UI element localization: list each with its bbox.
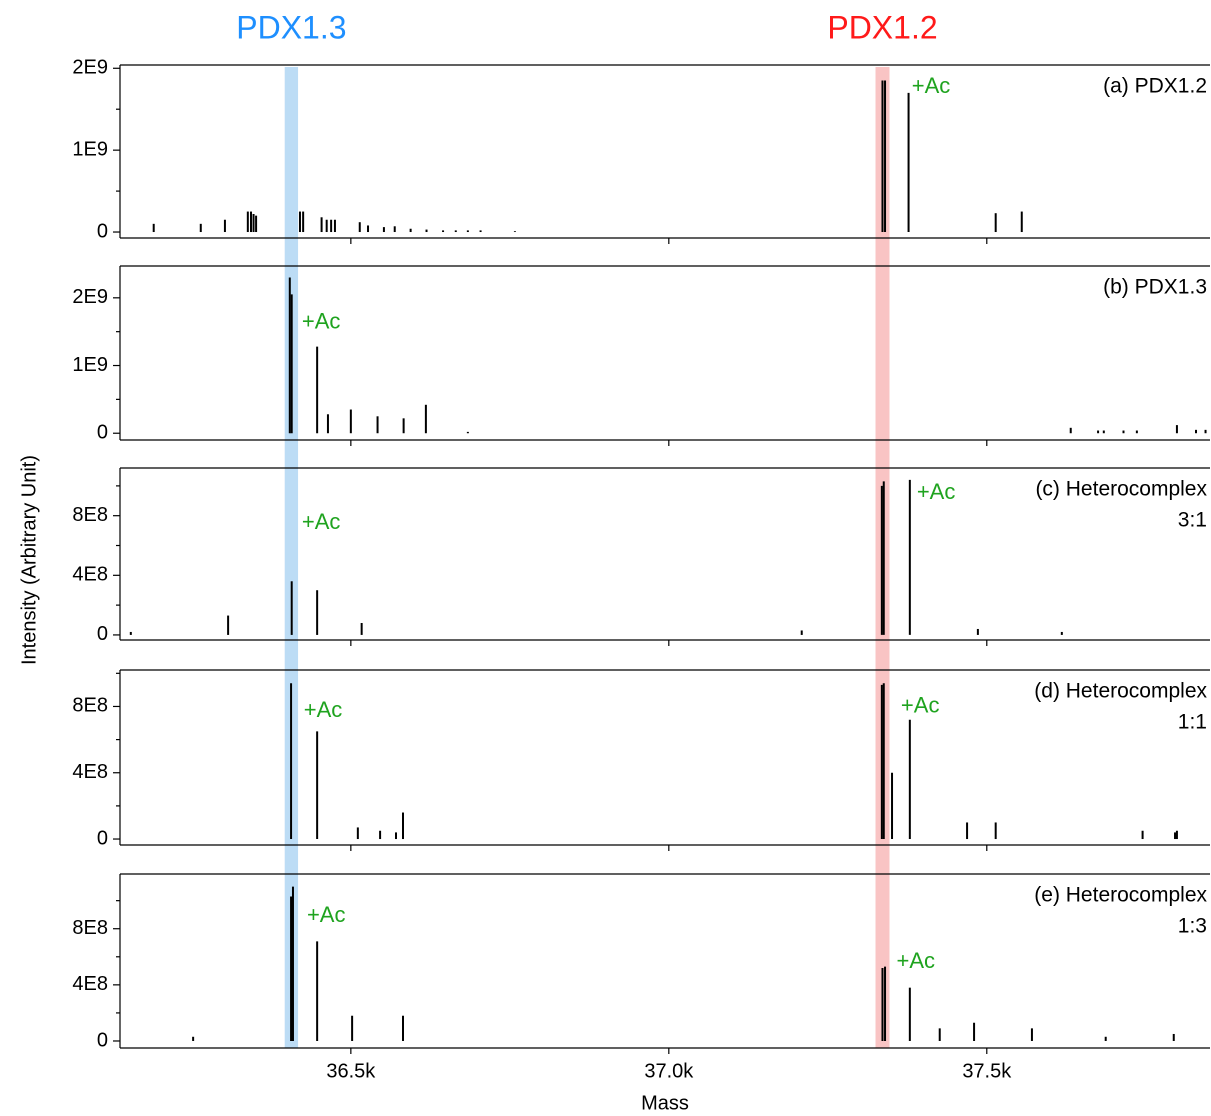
y-axis-label: Intensity (Arbitrary Unit) <box>18 455 40 665</box>
y-tick-label: 4E8 <box>72 761 108 783</box>
y-tick-label: 8E8 <box>72 695 108 717</box>
y-tick-label: 0 <box>97 1029 108 1051</box>
y-tick-label: 1E9 <box>72 354 108 376</box>
y-tick-label: 2E9 <box>72 286 108 308</box>
y-tick-label: 8E8 <box>72 504 108 526</box>
panel-label: 3:1 <box>1178 509 1207 532</box>
annotation: +Ac <box>304 697 343 722</box>
highlight-band <box>284 67 299 1048</box>
x-tick-label: 37.0k <box>644 1060 694 1082</box>
y-tick-label: 1E9 <box>72 138 108 160</box>
panel-label: (e) Heterocomplex <box>1034 884 1207 907</box>
panel-label: (b) PDX1.3 <box>1103 276 1207 299</box>
y-tick-label: 0 <box>97 422 108 444</box>
panel-label: (c) Heterocomplex <box>1035 478 1207 501</box>
y-tick-label: 4E8 <box>72 973 108 995</box>
annotation: +Ac <box>901 692 940 717</box>
y-tick-label: 0 <box>97 827 108 849</box>
panel-label: 1:1 <box>1178 711 1207 734</box>
panel-label: (a) PDX1.2 <box>1103 75 1207 98</box>
panel-label: 1:3 <box>1178 915 1207 938</box>
x-tick-label: 36.5k <box>326 1060 376 1082</box>
x-tick-label: 37.5k <box>962 1060 1012 1082</box>
y-tick-label: 0 <box>97 623 108 645</box>
annotation: +Ac <box>917 479 956 504</box>
y-tick-label: 2E9 <box>72 57 108 79</box>
panel-label: (d) Heterocomplex <box>1034 680 1207 703</box>
y-tick-label: 0 <box>97 220 108 242</box>
annotation: +Ac <box>302 309 341 334</box>
x-axis-label: Mass <box>641 1092 689 1114</box>
highlight-label: PDX1.3 <box>236 9 346 45</box>
annotation: +Ac <box>912 73 951 98</box>
annotation: +Ac <box>302 509 341 534</box>
y-tick-label: 4E8 <box>72 564 108 586</box>
annotation: +Ac <box>307 902 346 927</box>
y-tick-label: 8E8 <box>72 917 108 939</box>
highlight-label: PDX1.2 <box>827 9 937 45</box>
annotation: +Ac <box>896 948 935 973</box>
